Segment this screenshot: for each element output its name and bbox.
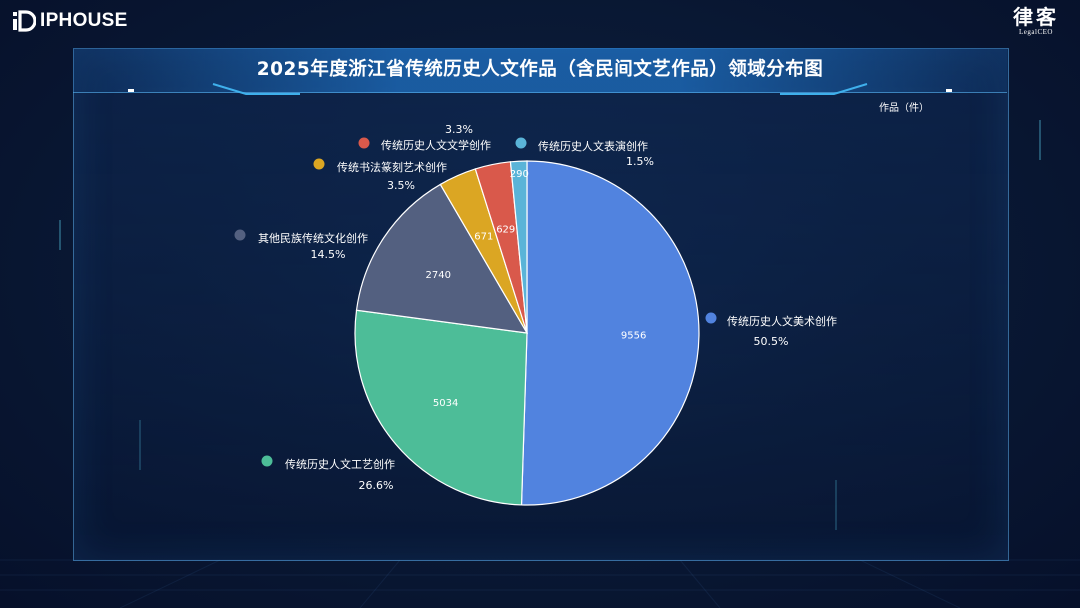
slice-value-label-0: 9556	[621, 331, 646, 342]
iphouse-logo: IPHOUSE	[12, 8, 128, 34]
unit-label: 作品（件）	[879, 103, 929, 114]
legalceo-logo-cn: 律客	[1013, 5, 1059, 29]
slice-name-label-1: 传统历史人文工艺创作	[285, 457, 395, 471]
slice-value-label-2: 2740	[426, 270, 451, 281]
slice-legend-dot-2	[234, 229, 246, 241]
legalceo-logo: 律客 LegalCEO	[1006, 4, 1066, 36]
legalceo-logo-en: LegalCEO	[1019, 28, 1053, 36]
pie-slice-0	[520, 160, 700, 506]
slice-percent-label-4: 3.3%	[445, 123, 473, 136]
slice-name-label-3: 传统书法篆刻艺术创作	[337, 160, 447, 174]
iphouse-logo-icon	[13, 10, 36, 32]
slice-legend-dot-5	[515, 137, 527, 149]
slice-percent-label-2: 14.5%	[311, 248, 346, 261]
slice-name-label-2: 其他民族传统文化创作	[258, 231, 368, 245]
title-bar	[73, 48, 1007, 93]
slice-value-label-1: 5034	[433, 398, 458, 409]
chart-title: 2025年度浙江省传统历史人文作品（含民间文艺作品）领域分布图	[256, 59, 824, 80]
slice-legend-dot-1	[261, 455, 273, 467]
slice-percent-label-3: 3.5%	[387, 179, 415, 192]
slice-percent-label-1: 26.6%	[359, 479, 394, 492]
slice-legend-dot-0	[705, 312, 717, 324]
slice-value-label-5: 290	[510, 169, 529, 180]
slice-legend-dot-3	[313, 158, 325, 170]
pie-slice-2	[355, 183, 529, 334]
pie-slice-5	[509, 160, 528, 334]
slice-value-label-3: 671	[474, 231, 493, 242]
slice-name-label-4: 传统历史人文文学创作	[381, 138, 491, 152]
slice-value-label-4: 629	[496, 225, 515, 236]
slice-percent-label-5: 1.5%	[626, 155, 654, 168]
slice-name-label-5: 传统历史人文表演创作	[538, 139, 648, 153]
slice-name-label-0: 传统历史人文美术创作	[727, 314, 837, 328]
slice-percent-label-0: 50.5%	[754, 335, 789, 348]
iphouse-logo-text: IPHOUSE	[40, 10, 128, 31]
slice-legend-dot-4	[358, 137, 370, 149]
pie-slice-1	[354, 309, 528, 506]
